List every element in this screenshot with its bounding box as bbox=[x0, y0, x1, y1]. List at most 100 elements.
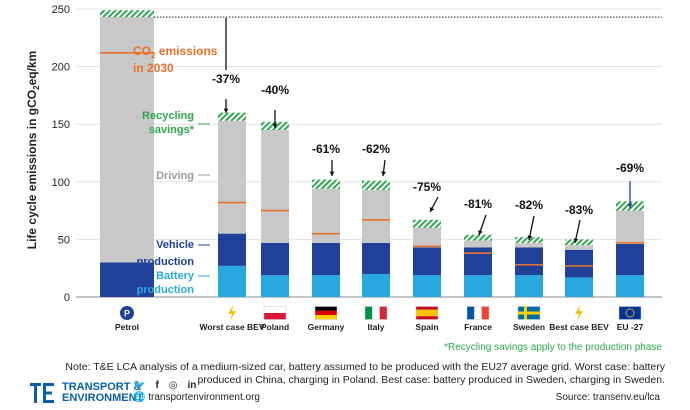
flag-poland-icon-border bbox=[263, 306, 287, 320]
category-label-1: Worst case BEV bbox=[199, 322, 264, 332]
reduction-arrowhead-6 bbox=[478, 230, 483, 235]
category-label-0: Petrol bbox=[115, 322, 139, 332]
flag-eu-star bbox=[627, 315, 629, 318]
bar-battery-production-5 bbox=[413, 275, 441, 297]
instagram-icon[interactable]: ◎ bbox=[168, 380, 178, 391]
category-label-8: Best case BEV bbox=[549, 322, 609, 332]
battery-legend-line2: production bbox=[137, 284, 195, 296]
flag-italy-icon-stripe bbox=[379, 306, 387, 320]
category-label-5: Spain bbox=[415, 322, 438, 332]
category-label-3: Germany bbox=[308, 322, 345, 332]
y-tick-label: 0 bbox=[64, 292, 70, 304]
flag-spain-icon-stripe bbox=[416, 313, 438, 317]
recycling-footnote: *Recycling savings apply to the producti… bbox=[444, 342, 662, 353]
y-tick-label: 150 bbox=[52, 119, 70, 131]
flag-eu-icon bbox=[618, 306, 642, 320]
social-icons: 🐦 f ◎ in bbox=[133, 380, 196, 391]
bar-driving-3 bbox=[312, 188, 340, 243]
flag-eu-star bbox=[629, 308, 631, 310]
bar-recycling-savings-3 bbox=[312, 179, 340, 189]
brand-logo[interactable]: TRANSPORT & ENVIRONMENT bbox=[30, 381, 143, 405]
flag-italy-icon bbox=[364, 306, 388, 320]
flag-eu-star bbox=[632, 314, 635, 316]
flag-eu-star bbox=[627, 308, 629, 311]
petrol-pump-glyph: P bbox=[124, 309, 130, 319]
flag-france-icon-stripe bbox=[467, 306, 475, 320]
reduction-arrowhead-2 bbox=[272, 123, 278, 128]
flag-italy-icon-border bbox=[364, 306, 388, 320]
website-link[interactable]: 🌐 transportenvironment.org bbox=[133, 392, 260, 403]
flag-poland-icon-stripe bbox=[264, 306, 286, 313]
battery-legend-line1: Battery bbox=[156, 270, 195, 282]
y-axis-label: Life cycle emissions in gCO2eq/km bbox=[25, 51, 41, 250]
bar-recycling-savings-0 bbox=[100, 10, 154, 18]
y-tick-label: 250 bbox=[52, 4, 70, 16]
flag-germany-icon-stripe bbox=[315, 315, 337, 320]
bar-recycling-savings-1 bbox=[218, 112, 246, 121]
flag-germany-icon-stripe bbox=[315, 306, 337, 311]
bar-driving-0 bbox=[100, 17, 154, 263]
flag-eu-icon-stripe bbox=[619, 306, 641, 320]
flag-spain-icon bbox=[415, 306, 439, 320]
flag-spain-icon-stripe bbox=[416, 316, 438, 320]
bar-battery-production-6 bbox=[464, 275, 492, 297]
flag-eu-icon-border bbox=[618, 306, 642, 320]
flag-sweden-icon bbox=[517, 306, 541, 320]
flag-germany-icon bbox=[314, 306, 338, 320]
flag-eu-star bbox=[633, 312, 635, 314]
flag-france-icon-stripe bbox=[481, 306, 489, 320]
bar-driving-7 bbox=[515, 242, 543, 248]
category-label-9: EU -27 bbox=[617, 322, 644, 332]
flag-france-icon bbox=[466, 306, 490, 320]
bar-battery-production-3 bbox=[312, 275, 340, 297]
reduction-label-5: -75% bbox=[413, 180, 441, 194]
bar-battery-production-7 bbox=[515, 275, 543, 297]
flag-germany-icon-stripe bbox=[315, 310, 337, 316]
bar-vehicle-production-5 bbox=[413, 247, 441, 276]
twitter-icon[interactable]: 🐦 bbox=[133, 380, 146, 391]
vehicle-legend-line2: production bbox=[137, 256, 195, 268]
linkedin-icon[interactable]: in bbox=[187, 380, 197, 391]
reduction-arrowhead-3 bbox=[329, 171, 335, 176]
lightning-icon bbox=[228, 305, 236, 321]
vehicle-legend-line1: Vehicle bbox=[156, 239, 194, 251]
methodology-note: Note: T&E LCA analysis of a medium-sized… bbox=[65, 361, 665, 386]
brand-line-1: TRANSPORT & bbox=[62, 381, 142, 393]
recycling-legend-line1: Recycling bbox=[142, 110, 194, 122]
reduction-arrowhead-1 bbox=[223, 108, 229, 113]
flag-spain-icon-stripe bbox=[416, 309, 438, 313]
flag-sweden-cross-h bbox=[518, 311, 540, 315]
bar-battery-production-4 bbox=[362, 273, 390, 297]
flag-eu-star bbox=[629, 316, 631, 318]
reduction-label-6: -81% bbox=[464, 197, 492, 211]
bar-vehicle-production-2 bbox=[261, 242, 289, 276]
bar-vehicle-production-3 bbox=[312, 242, 340, 276]
brand-line-2: ENVIRONMENT bbox=[62, 392, 144, 404]
bar-recycling-savings-5 bbox=[413, 219, 441, 228]
reduction-label-4: -62% bbox=[362, 142, 390, 156]
category-label-7: Sweden bbox=[513, 322, 545, 332]
reduction-arrowhead-7 bbox=[527, 235, 533, 240]
y-tick-label: 50 bbox=[58, 234, 70, 246]
reduction-label-2: -40% bbox=[261, 83, 289, 97]
flag-spain-icon-stripe bbox=[416, 306, 438, 310]
flag-eu-star bbox=[631, 315, 633, 318]
flag-italy-icon-stripe bbox=[365, 306, 373, 320]
bar-battery-production-8 bbox=[565, 277, 593, 297]
bar-vehicle-production-9 bbox=[616, 244, 644, 276]
bar-driving-6 bbox=[464, 240, 492, 248]
reduction-label-7: -82% bbox=[515, 198, 543, 212]
flag-eu-star bbox=[625, 312, 627, 314]
flag-italy-icon-stripe bbox=[372, 306, 380, 320]
flag-eu-star bbox=[625, 314, 628, 316]
bar-battery-production-9 bbox=[616, 275, 644, 297]
flag-spain-icon-border bbox=[415, 306, 439, 320]
flag-eu-star bbox=[632, 310, 635, 312]
driving-legend: Driving bbox=[156, 170, 194, 182]
facebook-icon[interactable]: f bbox=[155, 380, 159, 391]
bar-vehicle-production-6 bbox=[464, 247, 492, 276]
bar-driving-2 bbox=[261, 129, 289, 243]
lightning-icon bbox=[575, 305, 583, 321]
source-note: Source: transenv.eu/lca bbox=[555, 392, 660, 403]
